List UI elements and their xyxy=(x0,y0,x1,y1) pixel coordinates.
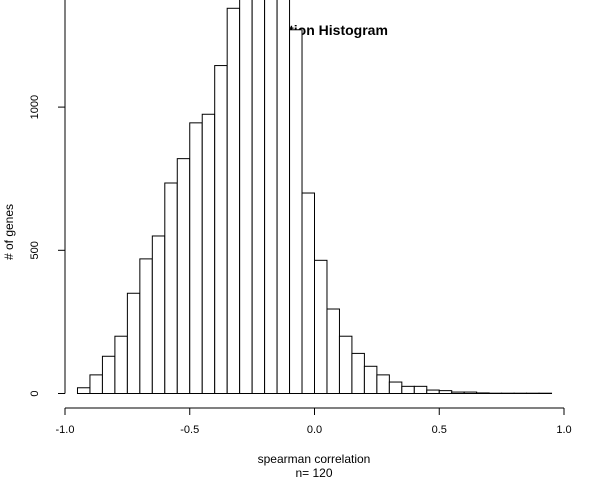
x-tick-label: 0.0 xyxy=(307,424,322,436)
histogram-bar xyxy=(201,113,216,394)
histogram-bar xyxy=(463,391,478,395)
histogram-bar xyxy=(476,392,490,394)
y-tick-label: 1000 xyxy=(29,95,41,119)
histogram-bar xyxy=(239,0,253,394)
histogram-bar xyxy=(438,390,453,395)
histogram-bar xyxy=(114,335,128,394)
histogram-bar xyxy=(226,7,241,394)
histogram-bar xyxy=(351,352,365,394)
histogram-bar xyxy=(338,335,353,394)
y-axis: 0500100015002000 xyxy=(29,0,66,397)
histogram-bar xyxy=(451,391,465,395)
y-tick-label: 0 xyxy=(29,390,41,396)
histogram-bar xyxy=(89,374,103,395)
histogram-bar xyxy=(289,29,303,395)
histogram-bars xyxy=(76,0,553,395)
x-tick-label: -1.0 xyxy=(56,424,75,436)
histogram-bar xyxy=(264,0,278,394)
histogram-bar xyxy=(176,158,191,394)
histogram-bar xyxy=(376,374,390,395)
histogram-bar xyxy=(326,308,340,395)
histogram-bar xyxy=(426,389,440,394)
x-axis: -1.0 -0.5 0.0 0.5 1.0 xyxy=(56,407,572,436)
x-tick-label: -0.5 xyxy=(180,424,199,436)
histogram-bar xyxy=(151,235,166,394)
x-tick-label: 1.0 xyxy=(556,424,571,436)
histogram-bar xyxy=(126,292,141,395)
histogram-bar xyxy=(76,387,91,394)
y-axis-label: # of genes xyxy=(2,204,16,260)
histogram-bar xyxy=(251,0,266,394)
histogram-bar xyxy=(363,365,378,395)
histogram-bar xyxy=(189,122,203,394)
histogram-bar xyxy=(164,182,178,394)
histogram-bar xyxy=(401,385,415,394)
histogram-bar xyxy=(139,258,153,395)
x-axis-sublabel: n= 120 xyxy=(295,466,332,480)
histogram-bar xyxy=(388,381,403,395)
histogram-bar xyxy=(101,355,116,394)
histogram-bar xyxy=(301,192,315,394)
histogram-bar xyxy=(314,259,328,394)
histogram-bar xyxy=(214,65,228,394)
x-axis-label: spearman correlation xyxy=(258,452,371,466)
histogram-bar xyxy=(413,385,428,394)
y-tick-label: 500 xyxy=(29,241,41,259)
x-tick-label: 0.5 xyxy=(432,424,447,436)
histogram-bar xyxy=(276,0,291,394)
